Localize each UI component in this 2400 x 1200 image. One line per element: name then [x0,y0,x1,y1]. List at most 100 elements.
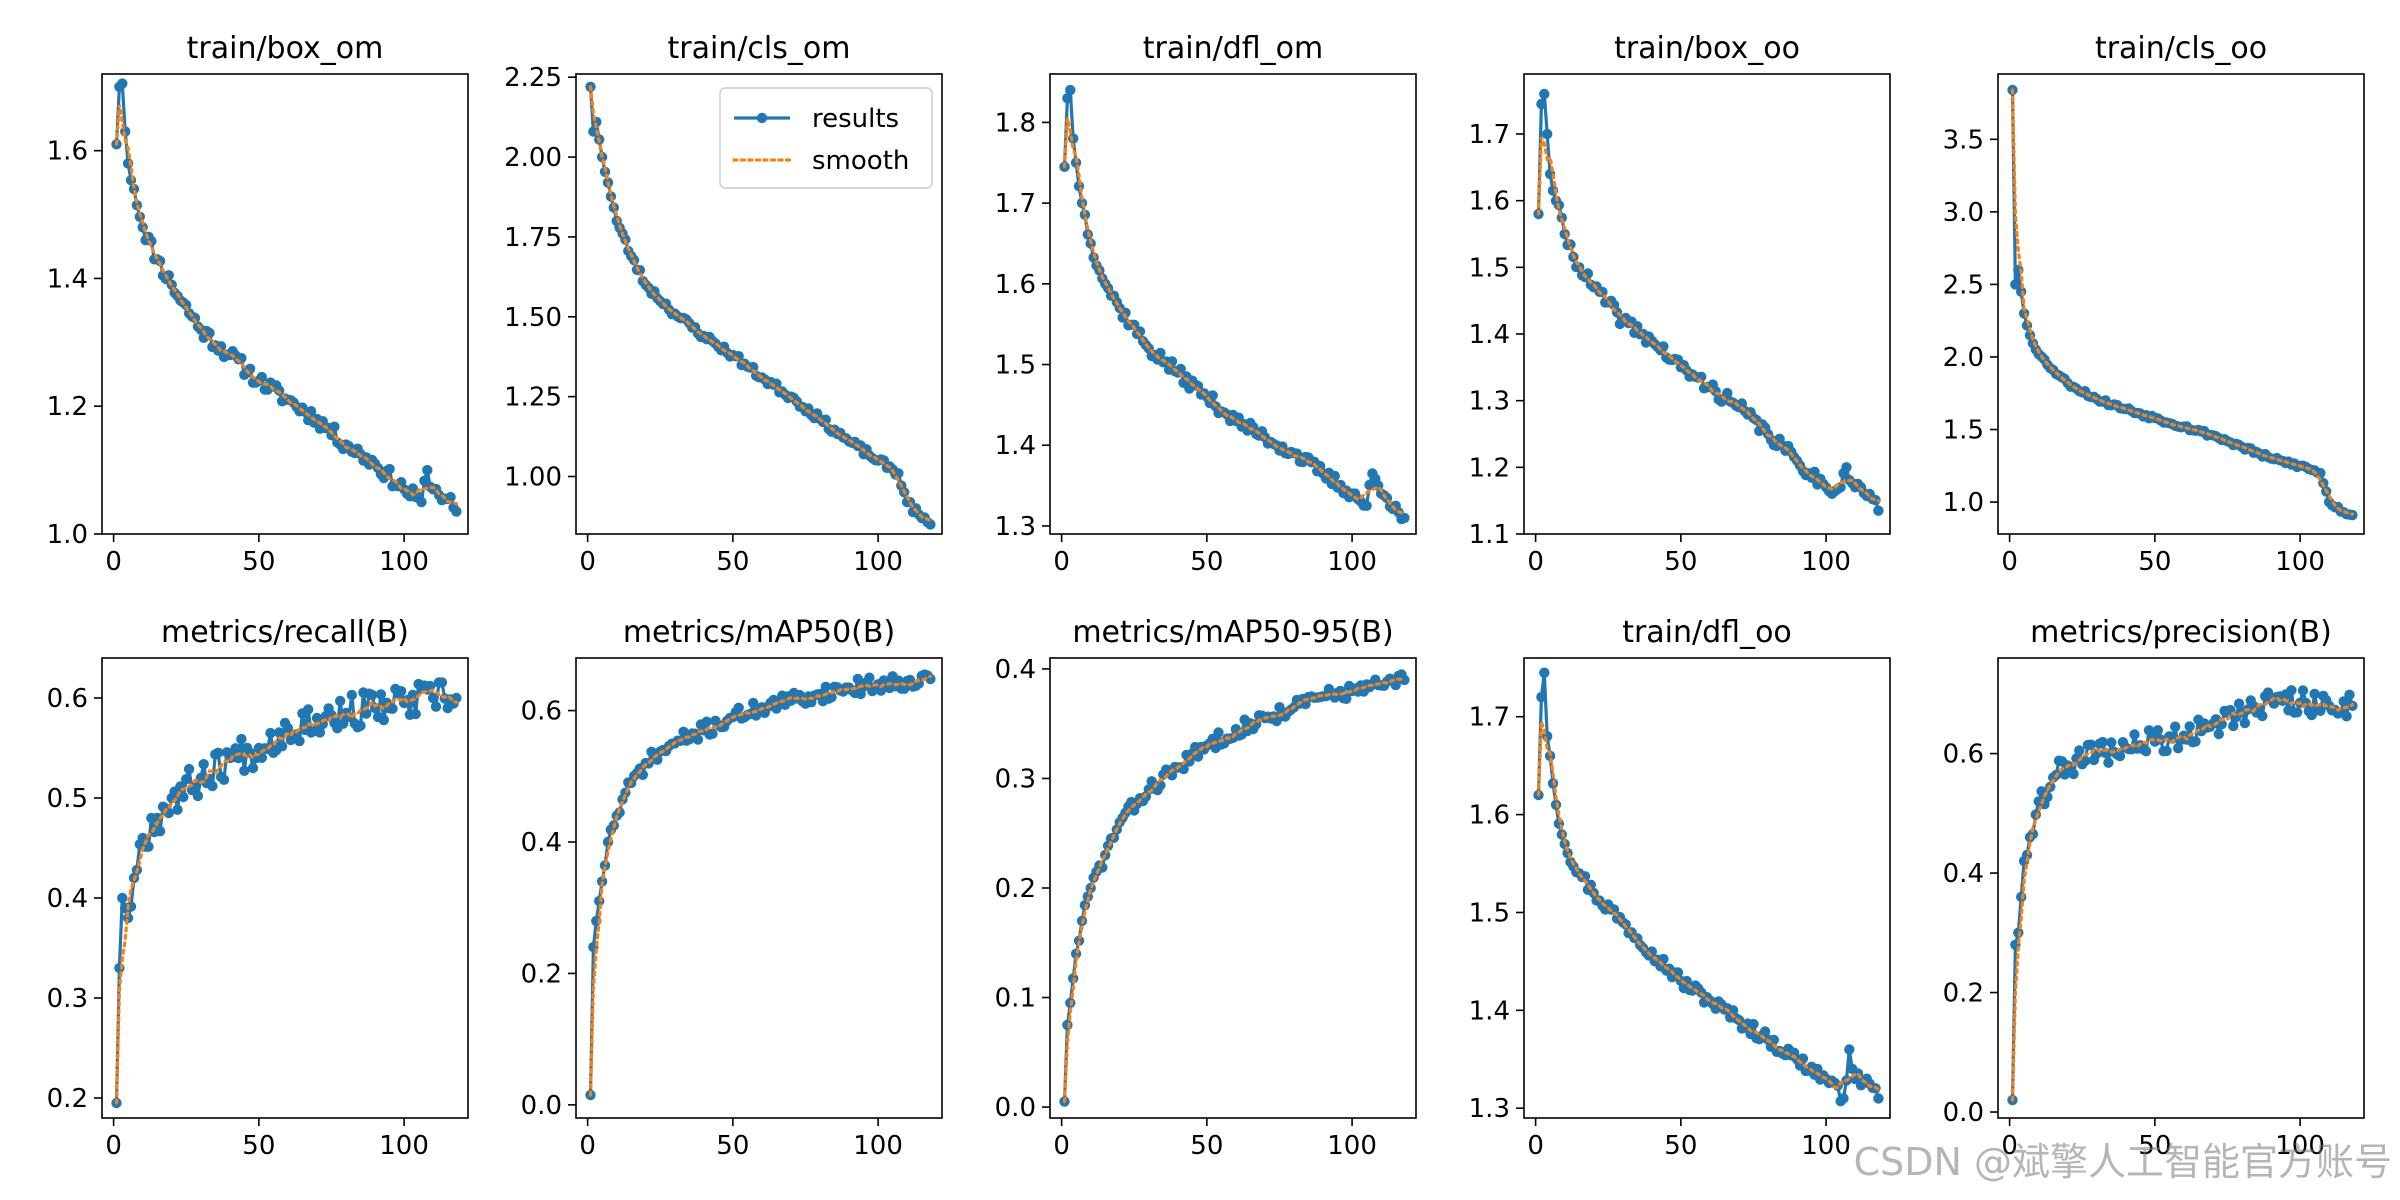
data-point [396,686,407,697]
data-point [925,519,936,530]
data-point [925,673,936,685]
subplot-metrics-recall-b-: metrics/recall(B) 0 50 100 0.2 0.3 0.4 0.5 0.6 [47,615,469,1161]
data-point [2239,717,2251,729]
subplot-metrics-map50-95-b-: metrics/mAP50-95(B) 0 50 100 0.0 0.1 0.2 0.3 0.4 [995,615,1417,1161]
y-tick-label: 1.7 [1469,703,1510,733]
subplot-title: train/dfl_oo [1622,615,1792,650]
y-tick-label: 1.1 [1469,520,1510,550]
legend-results-label: results [812,104,899,134]
data-point [303,704,314,715]
data-point [384,463,395,475]
data-point [2114,750,2126,762]
data-point [820,681,831,692]
results-line [2010,89,2353,517]
x-tick-label: 50 [242,1131,275,1161]
data-point [1536,98,1547,110]
data-point [1579,871,1591,882]
data-point [1608,904,1620,915]
y-tick-label: 2.0 [1943,343,1984,373]
results-markers [585,669,936,1101]
x-tick-label: 0 [105,1131,122,1161]
data-point [599,860,611,871]
data-point [852,673,863,685]
y-tick-label: 1.4 [47,264,88,294]
y-tick-label: 1.6 [1469,801,1510,831]
data-point [748,361,759,373]
data-point [2228,720,2239,732]
results-markers [1533,667,1884,1107]
subplot-title: train/cls_oo [2095,31,2267,66]
data-point [588,126,599,137]
y-tick-label: 1.3 [1469,387,1510,417]
y-tick-label: 0.3 [995,764,1036,794]
y-tick-label: 0.0 [1943,1098,1984,1128]
subplot-title: metrics/precision(B) [2030,615,2332,650]
data-point [820,414,831,425]
data-point [1207,390,1218,401]
data-point [366,689,378,701]
data-point [1748,1018,1759,1030]
data-point [265,727,276,739]
subplot-train-dfl-oo: train/dfl_oo 0 50 100 1.3 1.4 1.5 1.6 1.7 [1469,615,1891,1161]
x-tick-label: 50 [2138,547,2171,577]
data-point [172,804,183,815]
y-tick-label: 3.0 [1943,198,1984,228]
y-tick-label: 0.4 [47,884,88,914]
data-point [2170,721,2181,732]
y-tick-label: 0.4 [995,655,1036,685]
y-tick-label: 1.3 [995,512,1036,542]
axes-frame [101,657,469,1119]
results-markers [111,78,462,517]
data-point [1062,93,1073,104]
data-point [1062,1019,1073,1031]
data-point [430,701,442,712]
subplot-title: train/dfl_om [1143,31,1323,66]
subplot-title: train/box_om [187,31,384,66]
data-point [1192,380,1204,392]
data-point [192,790,204,802]
legend-smooth-label: smooth [812,146,909,176]
data-point [2216,719,2227,730]
data-point [416,496,427,508]
data-point [1759,1026,1771,1037]
y-tick-label: 1.0 [1943,488,1984,518]
data-point [678,726,689,737]
data-point [1727,1005,1739,1016]
data-point [2297,685,2309,696]
x-tick-label: 50 [716,1131,749,1161]
y-tick-label: 0.2 [521,959,562,989]
y-tick-label: 0.2 [1943,979,1984,1009]
subplot-train-dfl-om: train/dfl_om 0 50 100 1.3 1.4 1.5 1.6 1.7 1.8 [995,31,1417,577]
y-tick-label: 0.2 [995,874,1036,904]
data-point [183,763,195,775]
x-tick-label: 100 [379,1131,429,1161]
y-tick-label: 1.3 [1469,1094,1510,1124]
y-tick-label: 0.4 [1943,859,1984,889]
y-tick-label: 0.0 [521,1091,562,1121]
x-tick-label: 0 [1053,547,1070,577]
axes-frame [1997,73,2365,535]
data-point [337,718,349,729]
x-tick-label: 100 [853,1131,903,1161]
data-point [152,812,163,824]
data-point [407,689,418,701]
data-point [1341,693,1352,704]
data-point [247,762,259,774]
data-point [2257,710,2268,722]
x-tick-label: 0 [105,547,122,577]
subplot-train-box-om: train/box_om 0 50 100 1.0 1.2 1.4 1.6 [47,31,469,577]
x-tick-label: 50 [1190,1131,1223,1161]
results-markers [111,677,462,1109]
y-tick-label: 1.4 [1469,996,1510,1026]
data-point [274,727,285,738]
x-tick-label: 0 [2001,1131,2018,1161]
data-point [1361,500,1372,511]
data-point [218,774,230,785]
data-point [276,741,288,752]
data-point [2172,743,2184,754]
subplot-title: metrics/recall(B) [161,615,409,650]
smooth-line [588,85,933,523]
data-point [1542,128,1553,140]
data-point [117,892,128,904]
